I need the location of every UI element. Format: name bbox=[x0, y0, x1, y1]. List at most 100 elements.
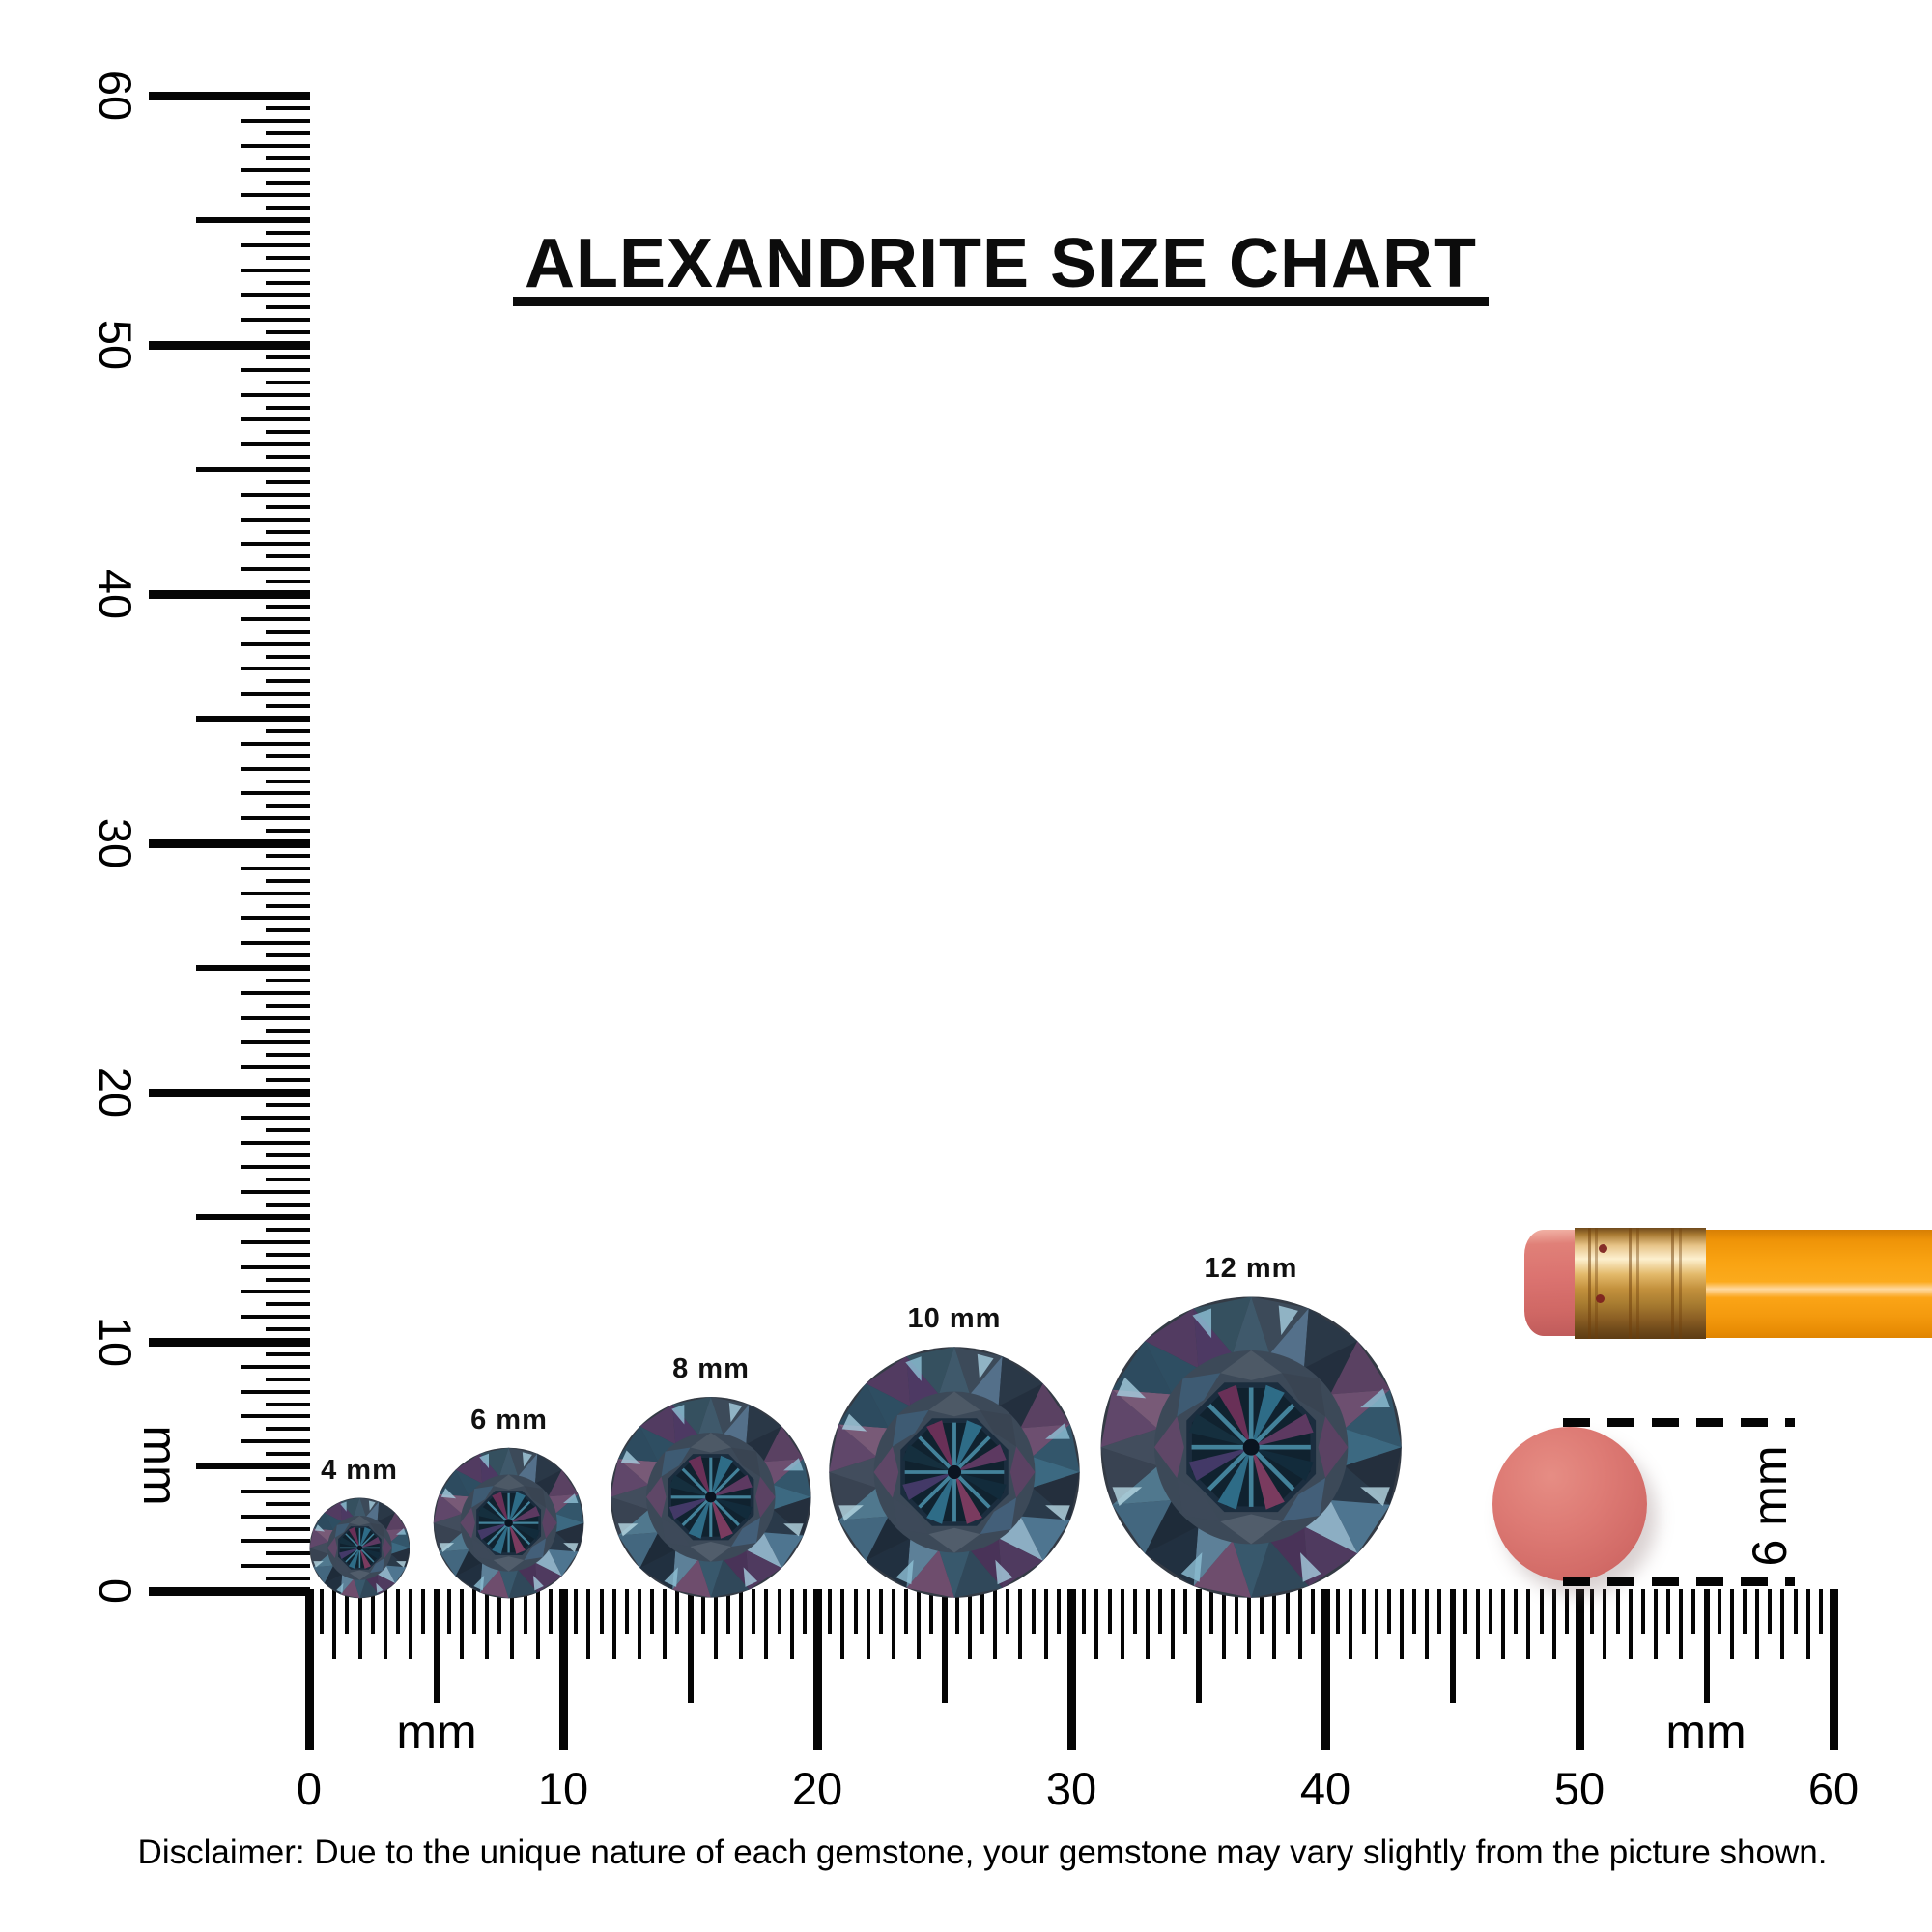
bottom-ruler-tick bbox=[866, 1589, 870, 1659]
bottom-ruler-tick bbox=[1575, 1589, 1584, 1750]
bottom-ruler-tick bbox=[1145, 1589, 1150, 1659]
bottom-ruler-tick bbox=[1829, 1589, 1838, 1750]
left-ruler-tick bbox=[266, 355, 310, 359]
gem-size-label-10mm: 10 mm bbox=[907, 1303, 1002, 1334]
gemstone-10mm-icon bbox=[828, 1346, 1081, 1599]
left-ruler-label-20: 20 bbox=[90, 1066, 141, 1119]
title-underline bbox=[513, 297, 1489, 306]
left-ruler-tick bbox=[266, 654, 310, 659]
bottom-ruler-tick bbox=[548, 1589, 553, 1634]
gemstone-8mm-icon bbox=[610, 1396, 812, 1599]
pencil-body-icon bbox=[1706, 1230, 1932, 1338]
bottom-ruler-tick bbox=[1615, 1589, 1620, 1634]
bottom-ruler-tick bbox=[1780, 1589, 1785, 1659]
bottom-ruler-tick bbox=[993, 1589, 998, 1659]
left-ruler-tick bbox=[266, 1277, 310, 1282]
bottom-ruler-tick bbox=[1158, 1589, 1163, 1634]
bottom-ruler-tick bbox=[941, 1589, 948, 1703]
left-ruler-tick bbox=[266, 928, 310, 933]
bottom-ruler-tick bbox=[1336, 1589, 1341, 1634]
bottom-ruler-tick bbox=[929, 1589, 934, 1634]
left-ruler-tick bbox=[241, 941, 310, 946]
left-ruler-tick bbox=[149, 1586, 310, 1596]
left-ruler-label-0: 0 bbox=[90, 1577, 141, 1605]
bottom-ruler-tick bbox=[574, 1589, 579, 1634]
bottom-ruler-tick bbox=[383, 1589, 387, 1659]
bottom-ruler-tick bbox=[1208, 1589, 1213, 1634]
left-ruler-tick bbox=[266, 130, 310, 135]
left-ruler-tick bbox=[241, 1489, 310, 1493]
left-ruler-tick bbox=[266, 430, 310, 435]
bottom-ruler-tick bbox=[1653, 1589, 1658, 1659]
left-ruler-tick bbox=[241, 318, 310, 323]
left-ruler-tick bbox=[241, 492, 310, 497]
left-ruler-label-40: 40 bbox=[90, 568, 141, 620]
bottom-ruler-label-10: 10 bbox=[537, 1763, 589, 1814]
left-ruler-tick bbox=[241, 1040, 310, 1045]
bottom-ruler-tick bbox=[396, 1589, 401, 1634]
left-ruler-tick bbox=[266, 330, 310, 335]
left-ruler-tick bbox=[266, 181, 310, 185]
bottom-ruler-tick bbox=[1768, 1589, 1773, 1634]
bottom-ruler-tick bbox=[1514, 1589, 1519, 1634]
left-ruler-tick bbox=[241, 1239, 310, 1244]
left-ruler-tick bbox=[266, 853, 310, 858]
left-ruler-tick bbox=[241, 1539, 310, 1544]
bottom-ruler-tick bbox=[891, 1589, 895, 1659]
gem-size-label-4mm: 4 mm bbox=[321, 1455, 398, 1487]
left-ruler-tick bbox=[266, 1028, 310, 1033]
left-ruler-tick bbox=[241, 1564, 310, 1569]
left-ruler-tick bbox=[241, 542, 310, 547]
left-ruler-tick bbox=[266, 978, 310, 982]
bottom-ruler-tick bbox=[1056, 1589, 1061, 1634]
bottom-ruler-tick bbox=[1082, 1589, 1087, 1634]
left-ruler-tick bbox=[241, 293, 310, 298]
left-ruler-tick bbox=[241, 766, 310, 771]
left-ruler-tick bbox=[241, 242, 310, 247]
ferrule-dot-icon bbox=[1599, 1244, 1607, 1253]
left-ruler-tick bbox=[266, 1476, 310, 1481]
left-ruler-tick bbox=[241, 916, 310, 921]
left-ruler-tick bbox=[266, 479, 310, 484]
left-ruler-tick bbox=[241, 1190, 310, 1195]
bottom-ruler-tick bbox=[1374, 1589, 1378, 1659]
left-ruler-tick bbox=[196, 467, 310, 472]
left-ruler-tick bbox=[241, 1439, 310, 1444]
bottom-ruler-tick bbox=[1310, 1589, 1315, 1634]
left-ruler-tick bbox=[266, 1551, 310, 1556]
left-ruler-tick bbox=[266, 529, 310, 534]
bottom-ruler-tick bbox=[1729, 1589, 1734, 1659]
bottom-ruler-tick bbox=[523, 1589, 527, 1634]
left-ruler-tick bbox=[241, 193, 310, 198]
ferrule-dot-icon bbox=[1596, 1294, 1605, 1303]
left-ruler-tick bbox=[266, 704, 310, 709]
bottom-ruler-tick bbox=[304, 1589, 314, 1750]
bottom-ruler-tick bbox=[535, 1589, 540, 1659]
bottom-ruler-tick bbox=[446, 1589, 451, 1634]
left-ruler-tick bbox=[241, 392, 310, 397]
left-ruler-tick bbox=[266, 753, 310, 758]
bottom-ruler-tick bbox=[1526, 1589, 1531, 1659]
bottom-ruler-tick bbox=[1399, 1589, 1404, 1659]
bottom-ruler-tick bbox=[726, 1589, 730, 1634]
bottom-ruler-tick bbox=[1297, 1589, 1302, 1659]
bottom-ruler-tick bbox=[1437, 1589, 1442, 1634]
bottom-ruler-tick bbox=[1551, 1589, 1556, 1659]
eraser-circle-icon bbox=[1492, 1427, 1647, 1581]
bottom-ruler-tick bbox=[812, 1589, 822, 1750]
pencil-ferrule-icon bbox=[1575, 1228, 1706, 1339]
bottom-ruler-tick bbox=[1691, 1589, 1696, 1634]
bottom-ruler-tick bbox=[1018, 1589, 1023, 1659]
bottom-ruler-tick bbox=[1006, 1589, 1010, 1634]
bottom-ruler-tick bbox=[675, 1589, 680, 1634]
bottom-ruler-tick bbox=[1183, 1589, 1188, 1634]
disclaimer-text: Disclaimer: Due to the unique nature of … bbox=[137, 1833, 1828, 1871]
bottom-ruler-tick bbox=[687, 1589, 694, 1703]
bottom-ruler-tick bbox=[1743, 1589, 1747, 1634]
left-ruler-tick bbox=[266, 1102, 310, 1107]
left-ruler-tick bbox=[266, 105, 310, 110]
left-ruler-tick bbox=[266, 1152, 310, 1157]
bottom-ruler-tick bbox=[1755, 1589, 1760, 1659]
left-ruler-tick bbox=[241, 1140, 310, 1145]
bottom-ruler-tick bbox=[1235, 1589, 1238, 1634]
